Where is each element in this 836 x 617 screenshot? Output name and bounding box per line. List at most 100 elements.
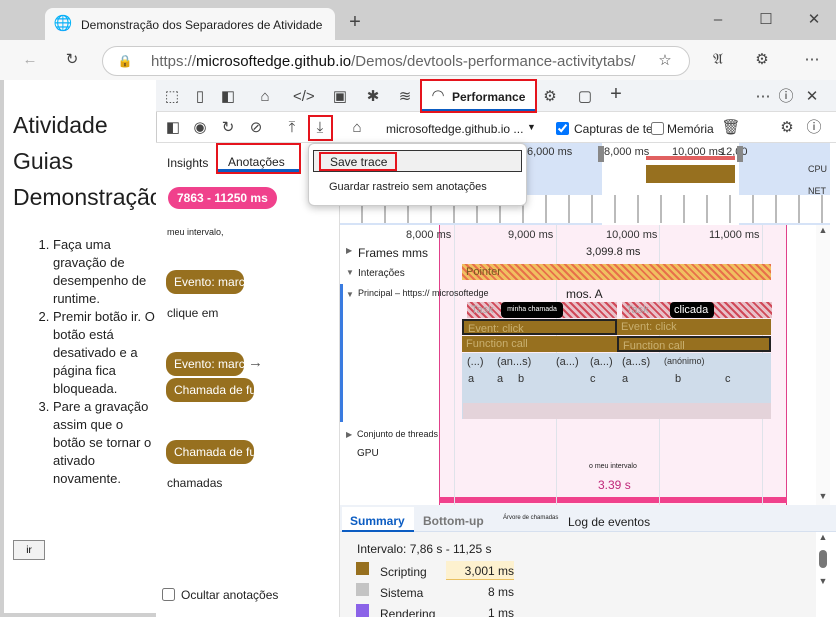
record-icon[interactable]: ◉ (193, 119, 207, 136)
upload-icon[interactable]: ⤒ (288, 119, 296, 136)
steps-list: Faça uma gravação de desempenho de runti… (37, 236, 157, 488)
url-scheme: https:// (151, 53, 197, 70)
range-label: meu intervalo, (167, 227, 224, 237)
tab-annotations[interactable]: Anotações (218, 150, 300, 172)
application-icon[interactable]: ▢ (577, 88, 593, 105)
save-menu: Save trace Guardar rastreio sem anotaçõe… (308, 143, 527, 206)
annotation-pill[interactable]: Chamada de função (166, 440, 254, 464)
screenshots-checkbox[interactable] (556, 122, 569, 135)
collapse-icon[interactable]: ▼ (346, 290, 354, 299)
annotation-text: clique em (167, 306, 219, 320)
home-icon[interactable]: ⌂ (352, 119, 362, 136)
tab-summary[interactable]: Summary (342, 507, 414, 532)
trash-icon[interactable]: 🗑 (721, 119, 741, 136)
more-icon[interactable]: ⋯ (804, 51, 820, 68)
pointer-interaction[interactable]: Pointer (462, 264, 771, 280)
tab-insights[interactable]: Insights (167, 156, 209, 170)
favorite-star-icon[interactable]: ☆ (658, 52, 672, 69)
help-icon-2[interactable]: ⓘ (806, 119, 822, 136)
save-without-annotations-item[interactable]: Guardar rastreio sem anotações (329, 181, 487, 193)
frames-duration: 3,099.8 ms (586, 246, 641, 258)
range-handle-left[interactable] (598, 146, 604, 162)
device-icon[interactable]: ▯ (195, 88, 205, 105)
annotation-text: chamadas (167, 476, 223, 490)
annotation-pill[interactable]: Chamada de função (166, 378, 254, 402)
new-tab-icon[interactable]: + (349, 11, 361, 33)
browser-tab[interactable]: 🌐 Demonstração dos Separadores de Ativid… (45, 8, 335, 40)
collapse-icon[interactable]: ▼ (346, 268, 354, 277)
sources-bug-icon[interactable]: ✱ (366, 88, 380, 105)
minimize-icon[interactable]: – (713, 11, 723, 28)
tab-title: Demonstração dos Separadores de Atividad… (81, 18, 323, 32)
back-icon[interactable]: ← (22, 51, 38, 68)
inspect-icon[interactable]: ⬚ (164, 88, 180, 105)
annotation-pill[interactable]: Evento: marcar (166, 270, 244, 294)
settings-icon[interactable]: ⚙ (780, 119, 794, 136)
event-click-bar[interactable]: Event: click (462, 319, 617, 335)
summary-table: Scripting 3,001 ms Sistema 8 ms Rendering 1… (356, 561, 516, 617)
range-label: o meu intervalo (589, 463, 637, 470)
frames-track[interactable]: Frames mms (358, 246, 428, 260)
maximize-icon[interactable]: ☐ (759, 11, 773, 28)
read-aloud-icon[interactable]: 𝔄 (713, 51, 723, 68)
refresh-icon[interactable]: ↻ (65, 51, 79, 68)
arrow-right-icon: → (248, 354, 263, 371)
download-icon[interactable]: ⤓ (316, 119, 324, 136)
range-badge[interactable]: 7863 - 11250 ms (168, 187, 277, 209)
expand-icon[interactable]: ▶ (346, 246, 353, 255)
save-trace-item[interactable]: Save trace (313, 150, 522, 172)
label-minha-chamada[interactable]: minha chamada (501, 302, 563, 318)
page-heading-1: Atividade (13, 112, 108, 138)
network-wifi-icon[interactable]: ≋ (398, 88, 412, 105)
gpu-track: GPU (357, 448, 379, 459)
memory-label: Memória (667, 122, 714, 136)
range-handle-right[interactable] (737, 146, 743, 162)
annotation-pill[interactable]: Evento: marcar (166, 352, 244, 376)
dock-icon[interactable]: ◧ (220, 88, 236, 105)
expand-icon[interactable]: ▶ (346, 430, 353, 439)
function-call-bar[interactable]: Function call (462, 336, 617, 352)
memory-checkbox[interactable] (651, 122, 664, 135)
help-icon[interactable]: ⓘ (778, 88, 794, 105)
lock-icon: 🔒 (117, 54, 133, 68)
page-heading-2: Guias (13, 148, 74, 174)
go-button[interactable]: ir (13, 540, 45, 560)
more-tools-icon[interactable]: ⋯ (755, 88, 771, 105)
welcome-home-icon[interactable]: ⌂ (260, 88, 270, 105)
elements-icon[interactable]: </> (293, 88, 315, 105)
console-icon[interactable]: ▣ (332, 88, 348, 105)
address-bar[interactable]: 🔒 https://microsoftedge.github.io/Demos/… (102, 46, 690, 76)
hide-annotations-checkbox[interactable] (162, 588, 175, 601)
timeline[interactable]: 8,000 ms 9,000 ms 10,000 ms 11,000 ms ▶ … (340, 225, 816, 505)
url-path: /Demos/devtools-performance-activitytabs… (351, 53, 636, 70)
cpu-activity (646, 165, 735, 183)
page-content: Atividade Guias Demonstração Faça uma gr… (4, 80, 163, 613)
summary-scrollbar[interactable]: ▲ ▼ (818, 532, 828, 586)
overview-pane[interactable]: 6,000 ms 8,000 ms 10,000 ms 12,00 CPU NE… (340, 143, 830, 225)
target-select[interactable]: microsoftedge.github.io ... (386, 122, 524, 136)
tab-performance[interactable]: ◠ Performance (422, 80, 536, 112)
clear-icon[interactable]: ⊘ (249, 119, 263, 136)
chevron-down-icon: ▼ (527, 122, 536, 132)
interactions-track[interactable]: Interações (358, 268, 405, 279)
close-window-icon[interactable]: ✕ (807, 11, 821, 28)
memory-chip-icon[interactable]: ⚙ (543, 88, 557, 105)
main-track-tail: mos. A (566, 287, 603, 301)
timeline-scrollbar[interactable]: ▲ ▼ (816, 225, 830, 505)
tab-bottom-up[interactable]: Bottom-up (423, 514, 484, 528)
label-clicada[interactable]: clicada (670, 302, 714, 318)
close-devtools-icon[interactable]: ✕ (805, 88, 819, 105)
sidebar-toggle-icon[interactable]: ◧ (165, 119, 181, 136)
function-call-bar[interactable]: Function call (617, 336, 771, 352)
reload-record-icon[interactable]: ↻ (221, 119, 235, 136)
gauge-icon: ◠ (431, 87, 445, 104)
summary-range: Intervalo: 7,86 s - 11,25 s (357, 542, 492, 556)
main-track[interactable]: Principal – https:// microsoftedge (358, 288, 489, 298)
event-click-bar[interactable]: Event: click (617, 319, 771, 335)
add-tool-icon[interactable]: + (610, 83, 622, 105)
tab-event-log[interactable]: Log de eventos (568, 515, 651, 529)
tab-call-tree[interactable]: Árvore de chamadas (503, 515, 559, 521)
threads-track[interactable]: Conjunto de threads (357, 429, 439, 439)
extensions-icon[interactable]: ⚙ (755, 51, 769, 68)
screenshots-label: Capturas de tela (574, 122, 663, 136)
